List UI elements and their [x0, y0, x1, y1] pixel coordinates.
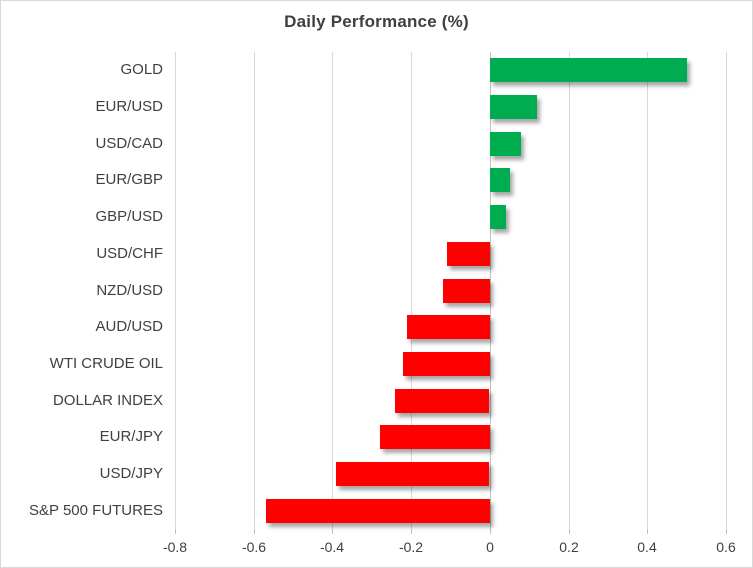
category-label-eur-usd: EUR/USD — [95, 98, 163, 115]
category-label-usd-cad: USD/CAD — [95, 135, 163, 152]
axis-tick — [647, 529, 648, 534]
axis-tick — [490, 529, 491, 534]
category-label-nzd-usd: NZD/USD — [96, 282, 163, 299]
category-label-aud-usd: AUD/USD — [95, 318, 163, 335]
bar-usd-chf — [447, 242, 490, 266]
bar-gold — [490, 58, 687, 82]
x-tick-label: 0 — [486, 539, 494, 555]
zero-gridline — [490, 52, 491, 529]
gridline — [332, 52, 333, 529]
bar-usd-cad — [490, 132, 521, 156]
category-label-usd-jpy: USD/JPY — [99, 465, 163, 482]
category-label-s-p-500-futures: S&P 500 FUTURES — [29, 502, 163, 519]
axis-tick — [411, 529, 412, 534]
bar-dollar-index — [395, 389, 489, 413]
category-label-gold: GOLD — [120, 61, 163, 78]
axis-tick — [726, 529, 727, 534]
axis-tick — [332, 529, 333, 534]
x-tick-label: -0.8 — [162, 539, 188, 555]
category-label-dollar-index: DOLLAR INDEX — [52, 392, 163, 409]
x-tick-label: 0.6 — [716, 539, 736, 555]
gridline — [569, 52, 570, 529]
axis-tick — [175, 529, 176, 534]
bar-wti-crude-oil — [403, 352, 490, 376]
axis-tick — [569, 529, 570, 534]
bar-eur-usd — [490, 95, 537, 119]
x-tick-label: -0.2 — [398, 539, 424, 555]
gridline — [411, 52, 412, 529]
gridline — [175, 52, 176, 529]
x-tick-label: -0.6 — [241, 539, 267, 555]
bar-eur-jpy — [380, 425, 490, 449]
bar-aud-usd — [407, 315, 490, 339]
gridline — [254, 52, 255, 529]
bar-gbp-usd — [490, 205, 506, 229]
bar-s-p-500-futures — [266, 499, 490, 523]
category-label-eur-gbp: EUR/GBP — [95, 171, 163, 188]
gridline — [647, 52, 648, 529]
axis-tick — [254, 529, 255, 534]
category-label-usd-chf: USD/CHF — [96, 245, 163, 262]
bar-usd-jpy — [336, 462, 489, 486]
gridline — [726, 52, 727, 529]
bar-nzd-usd — [443, 279, 490, 303]
chart-title: Daily Performance (%) — [284, 12, 469, 31]
category-label-gbp-usd: GBP/USD — [95, 208, 163, 225]
category-label-wti-crude-oil: WTI CRUDE OIL — [49, 355, 163, 372]
x-tick-label: -0.4 — [319, 539, 345, 555]
category-label-eur-jpy: EUR/JPY — [99, 428, 163, 445]
x-tick-label: 0.2 — [559, 539, 579, 555]
x-tick-label: 0.4 — [637, 539, 657, 555]
bar-eur-gbp — [490, 168, 510, 192]
